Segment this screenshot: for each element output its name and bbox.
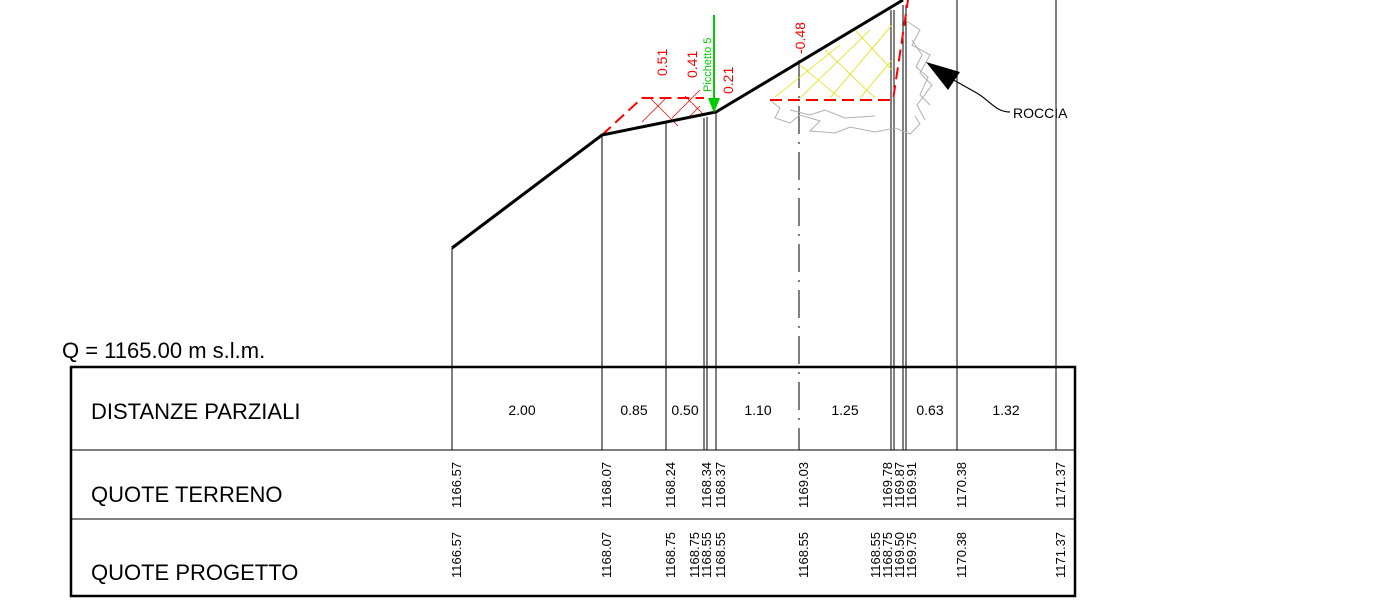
- quota-terreno: 1168.07: [599, 462, 614, 508]
- picchetto-label: Picchetto 5: [702, 38, 714, 92]
- quota-terreno: 1168.37: [713, 462, 728, 508]
- quote-progetto-values: 1166.57 1168.07 1168.75 1168.75 1168.55 …: [449, 532, 1068, 578]
- roccia-leader: [926, 62, 1011, 113]
- profile-table: [69, 365, 1077, 598]
- quota-progetto: 1169.50: [892, 532, 907, 578]
- distanza-6: 0.63: [916, 402, 943, 418]
- quota-progetto: 1168.75: [663, 532, 678, 578]
- quota-progetto: 1171.37: [1053, 532, 1068, 578]
- distanza-3: 0.50: [671, 402, 698, 418]
- quote-terreno-values: 1166.57 1168.07 1168.24 1168.34 1168.37 …: [449, 462, 1068, 508]
- quota-progetto: 1168.55: [713, 532, 728, 578]
- depth-label-1: 0.51: [654, 49, 670, 76]
- distanza-5: 1.25: [831, 402, 858, 418]
- depth-label-4: -0.48: [792, 22, 808, 54]
- roccia-label: ROCCIA: [1013, 105, 1068, 121]
- quota-terreno: 1169.78: [880, 462, 895, 508]
- terrain-profile: [451, 0, 904, 250]
- project-line: [601, 0, 909, 136]
- quota-terreno: 1169.03: [796, 462, 811, 508]
- quota-progetto: 1170.38: [954, 532, 969, 578]
- quota-progetto: 1168.75: [880, 532, 895, 578]
- datum-label: Q = 1165.00 m s.l.m.: [62, 338, 265, 363]
- quota-terreno: 1171.37: [1053, 462, 1068, 508]
- quota-terreno: 1169.87: [892, 462, 907, 508]
- rock-outline: [769, 19, 933, 135]
- quota-progetto: 1168.55: [796, 532, 811, 578]
- quota-progetto: 1168.55: [699, 532, 714, 578]
- depth-label-2: 0.41: [684, 51, 700, 78]
- distanza-2: 0.85: [620, 402, 647, 418]
- distanza-1: 2.00: [508, 402, 535, 418]
- quota-progetto: 1168.55: [868, 532, 883, 578]
- fill-hatch: [774, 24, 893, 99]
- quota-progetto: 1168.75: [687, 532, 702, 578]
- quota-terreno: 1169.91: [904, 462, 919, 508]
- quota-terreno: 1170.38: [954, 462, 969, 508]
- distanza-7: 1.32: [992, 402, 1019, 418]
- quota-terreno: 1168.24: [663, 462, 678, 508]
- picchetto-marker: Picchetto 5: [702, 15, 720, 113]
- row-title-progetto: QUOTE PROGETTO: [91, 560, 298, 585]
- quota-terreno: 1166.57: [449, 462, 464, 508]
- depth-label-3: 0.21: [720, 67, 736, 94]
- row-title-terreno: QUOTE TERRENO: [91, 482, 283, 507]
- row-title-distanze: DISTANZE PARZIALI: [91, 399, 300, 424]
- quota-progetto: 1169.75: [904, 532, 919, 578]
- quota-progetto: 1168.07: [599, 532, 614, 578]
- distanza-4: 1.10: [744, 402, 771, 418]
- station-lines: [451, 0, 1057, 450]
- quota-terreno: 1168.34: [699, 462, 714, 508]
- quota-progetto: 1166.57: [449, 532, 464, 578]
